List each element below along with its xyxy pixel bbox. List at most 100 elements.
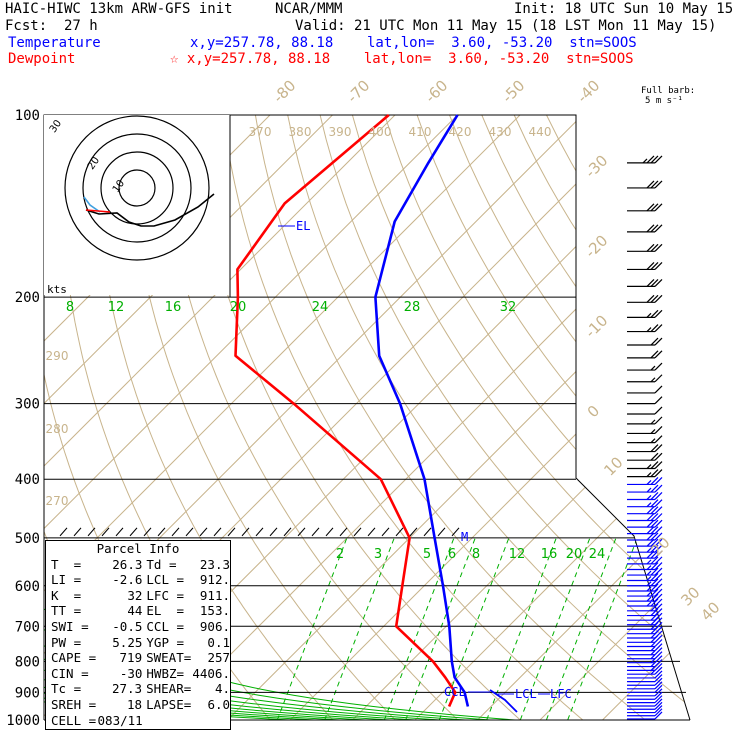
dry-adiabat bbox=[351, 115, 690, 720]
hodograph-units: kts bbox=[47, 283, 67, 296]
mixing-ratio-line bbox=[486, 537, 557, 720]
wind-barb-flag bbox=[654, 243, 663, 252]
isotherm-label: 40 bbox=[697, 598, 723, 624]
wind-barb-flag bbox=[654, 309, 663, 318]
wind-barb-half bbox=[650, 438, 656, 444]
mixing-ratio-label: 16 bbox=[541, 547, 558, 562]
model-title: HAIC-HIWC 13km ARW-GFS init bbox=[5, 1, 233, 17]
barb-legend-line2: 5 m s⁻¹ bbox=[645, 96, 683, 106]
wind-barb-flag bbox=[646, 519, 655, 528]
el-label: EL bbox=[296, 219, 310, 233]
wind-barb-flag bbox=[654, 544, 663, 553]
parcel-v1: 18 bbox=[127, 696, 143, 712]
isotherm-line bbox=[602, 115, 690, 720]
wind-barb-flag bbox=[650, 621, 659, 630]
theta-label: 400 bbox=[369, 125, 392, 139]
parcel-l1: SREH = bbox=[51, 696, 97, 712]
wind-barb-flag bbox=[654, 155, 663, 164]
wind-barb-flag bbox=[654, 670, 663, 679]
parcel-row: CELL = 083/11 bbox=[46, 713, 230, 729]
wind-barbs bbox=[627, 155, 663, 720]
pressure-tick-label: 800 bbox=[15, 654, 40, 670]
wind-barb-flag bbox=[650, 444, 659, 452]
wind-barb-flag bbox=[654, 711, 663, 720]
parcel-row: T = 26.3 Td = 23.3 bbox=[46, 557, 230, 573]
mixing-ratio-line bbox=[383, 537, 455, 720]
freezing-hatch bbox=[339, 527, 348, 537]
wind-barb-flag bbox=[654, 538, 663, 547]
wind-barb-flag bbox=[654, 406, 663, 415]
mixing-ratio-label: 28 bbox=[404, 300, 421, 315]
wind-barb-flag bbox=[650, 593, 659, 602]
theta-label: 410 bbox=[409, 125, 432, 139]
wind-barb-flag bbox=[654, 526, 663, 535]
pressure-tick-label: 900 bbox=[15, 685, 40, 701]
lfc-label: LFC bbox=[550, 687, 572, 701]
wind-barb-flag bbox=[650, 155, 659, 164]
mixing-ratio-label: 32 bbox=[500, 300, 517, 315]
wind-barb-half bbox=[646, 576, 652, 581]
freezing-hatch bbox=[423, 527, 432, 537]
parcel-row: SREH = 18 LAPSE= 6.0 bbox=[46, 697, 230, 713]
hodograph-red-trace bbox=[85, 209, 111, 213]
pressure-tick-label: 100 bbox=[15, 108, 40, 124]
init-time: Init: 18 UTC Sun 10 May 15 bbox=[514, 1, 734, 17]
mixing-ratio-label: 2 bbox=[336, 547, 344, 562]
hodograph-background bbox=[44, 115, 230, 295]
wind-barb-flag bbox=[654, 492, 663, 500]
freezing-hatch bbox=[73, 527, 82, 537]
isotherm-line bbox=[477, 115, 690, 720]
mixing-ratio-label: 5 bbox=[423, 547, 431, 562]
dry-adiabat bbox=[319, 115, 690, 720]
wind-barb-flag bbox=[654, 224, 663, 233]
wind-barb-flag bbox=[650, 180, 659, 189]
wind-barb-flag bbox=[650, 630, 659, 639]
wind-barb-flag bbox=[654, 262, 663, 270]
wind-barb-flag bbox=[654, 651, 663, 660]
parcel-v2: 257 bbox=[207, 650, 231, 666]
parcel-row: TT = 44 EL = 153. bbox=[46, 603, 230, 619]
parcel-v2: 911. bbox=[199, 587, 230, 603]
wind-barb-flag bbox=[654, 639, 663, 647]
wind-barb-half bbox=[650, 650, 656, 656]
wind-barb-flag bbox=[646, 538, 655, 547]
wind-barb-flag bbox=[646, 155, 655, 164]
parcel-info-panel: Parcel Info T = 26.3 Td = 23.3 LI = -2.6 LCL =… bbox=[45, 540, 231, 730]
dry-adiabat bbox=[384, 115, 690, 720]
wind-barb-half bbox=[650, 669, 656, 675]
wind-barb-flag bbox=[654, 677, 663, 686]
freezing-hatch bbox=[87, 527, 96, 537]
mixing-ratio-label: 6 bbox=[448, 547, 456, 562]
dry-adiabat bbox=[157, 115, 459, 720]
lcl-label: LCL bbox=[515, 687, 537, 701]
wind-barb-flag bbox=[650, 603, 659, 612]
wind-barb-flag bbox=[654, 180, 663, 189]
temperature-location: x,y=257.78, 88.18 lat,lon= 3.60, -53.20 … bbox=[190, 35, 637, 51]
mixing-ratio-line bbox=[545, 537, 617, 720]
freezing-hatch bbox=[437, 527, 446, 537]
dry-adiabat bbox=[125, 115, 396, 720]
wind-barb-flag bbox=[650, 617, 659, 626]
wind-barb-flag bbox=[654, 688, 663, 697]
hodo-ring-10 bbox=[118, 169, 156, 207]
theta-label: 290 bbox=[46, 349, 69, 363]
isotherm-label: -60 bbox=[421, 76, 451, 106]
wind-barb-flag bbox=[650, 499, 659, 508]
wind-barb-flag bbox=[654, 573, 663, 581]
mixing-ratio-label: 20 bbox=[566, 547, 583, 562]
wind-barb-flag bbox=[654, 681, 663, 690]
wind-barb-flag bbox=[654, 362, 663, 371]
parcel-v2: 4406. bbox=[192, 665, 230, 681]
wind-barb-flag bbox=[654, 469, 663, 478]
parcel-l2: LCL = bbox=[146, 572, 185, 588]
freezing-hatch bbox=[325, 527, 334, 537]
isotherm-label: 20 bbox=[647, 533, 673, 559]
wind-barb-half bbox=[646, 327, 652, 332]
wind-barb-flag bbox=[654, 294, 663, 303]
wind-barb-flag bbox=[646, 180, 655, 189]
isotherm-label: 30 bbox=[677, 583, 703, 609]
wind-barb-flag bbox=[650, 612, 659, 621]
freezing-hatch bbox=[101, 527, 110, 537]
parcel-v2: 906. bbox=[199, 618, 230, 634]
